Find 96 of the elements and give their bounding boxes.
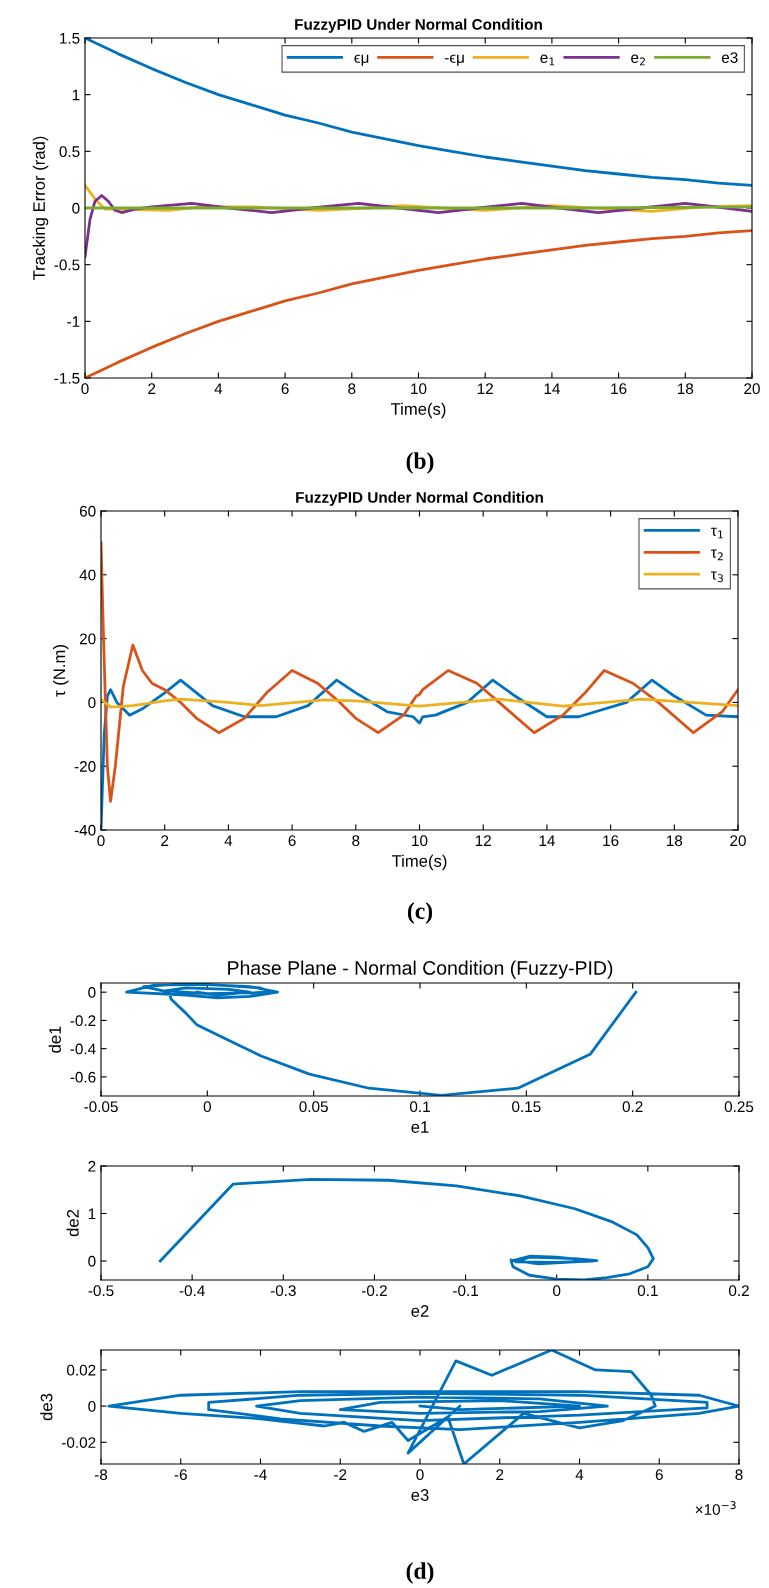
x-axis-title: e3 [411,1489,429,1501]
y-tick-label: 40 [79,569,96,581]
y-tick-label: 2 [88,1160,96,1172]
x-tick-label: 8 [348,383,356,395]
y-tick-label: -0.4 [70,1043,96,1055]
y-axis-title: de3 [40,1393,53,1421]
x-axis-title: Time(s) [391,854,447,871]
y-tick-label: 0 [88,987,96,998]
y-axis-title: de1 [48,1026,61,1053]
x-tick-label: 20 [730,835,746,847]
x-tick-label: 0.05 [299,1101,328,1113]
y-tick-label: 0 [88,1400,96,1412]
x-tick-label: -0.3 [270,1285,296,1297]
y-tick-label: 0 [88,697,96,709]
x-axis-title: e2 [411,1305,429,1317]
text: (b) [406,452,434,474]
x-tick-label: -2 [334,1469,347,1480]
legend-label: τ$_{3}$ [711,571,723,583]
x-tick-label: -0.4 [179,1285,205,1297]
line-series [158,1177,655,1280]
x-tick-label: 0.25 [724,1101,754,1113]
chart-title: FuzzyPID Under Normal Condition [295,18,542,33]
x-tick-label: 0 [553,1285,561,1297]
legend-label: τ$_{2}$ [711,549,723,561]
text: ×10$^{−3}$ [695,1501,736,1515]
x-tick-label: 4 [224,835,233,846]
line-series [101,697,738,709]
x-tick-label: 0 [203,1101,211,1113]
y-tick-label: 0 [88,1255,96,1267]
y-tick-label: -0.02 [62,1437,96,1448]
y-tick-label: -0.2 [70,1015,96,1027]
x-tick-label: 2 [496,1469,504,1480]
x-axis-title: e1 [411,1121,429,1133]
y-tick-label: -1 [67,316,80,327]
x-tick-label: 16 [603,835,619,847]
y-tick-label: 0 [72,202,80,214]
y-tick-label: 20 [79,633,96,645]
legend-label: e3 [721,52,738,63]
x-tick-label: 10 [412,835,428,847]
x-tick-label: 6 [288,835,296,847]
x-tick-label: -8 [94,1469,108,1481]
x-tick-label: 6 [281,383,289,395]
x-tick-label: 0.1 [409,1101,430,1113]
line-series [107,1350,739,1464]
x-tick-label: 8 [735,1469,743,1481]
legend-label: ϵμ [354,54,369,66]
y-tick-label: 0.02 [67,1364,96,1376]
x-tick-label: 20 [744,383,760,395]
y-axis-title: Tracking Error (rad) [32,136,49,280]
x-tick-label: 14 [539,835,555,846]
x-tick-label: 4 [575,1469,584,1480]
y-tick-label: -0.5 [54,259,80,271]
x-tick-label: 0.2 [622,1101,643,1113]
text: (d) [406,1562,434,1584]
x-tick-label: 8 [352,835,360,847]
x-tick-label: 14 [544,383,560,394]
y-axis-title: τ (N.m) [52,645,69,697]
legend-label: e$_{1}$ [540,54,555,66]
y-axis-title: de2 [66,1209,79,1237]
y-tick-label: 0.5 [59,146,80,158]
y-tick-label: -1.5 [54,373,80,384]
x-tick-label: 0 [97,835,105,847]
x-tick-label: -6 [174,1469,187,1481]
chart-title: Phase Plane - Normal Condition (Fuzzy-PID) [228,960,613,979]
x-tick-label: 0.2 [728,1285,749,1297]
y-tick-label: 1 [88,1208,96,1220]
y-tick-label: -40 [74,824,96,836]
chart-title: FuzzyPID Under Normal Condition [296,491,543,506]
legend-label: -ϵμ [444,54,464,66]
x-tick-label: 6 [655,1469,663,1481]
y-tick-label: 60 [79,505,96,517]
y-tick-label: 1.5 [60,33,80,44]
legend-label: τ$_{1}$ [711,527,723,539]
y-tick-label: -20 [74,761,96,772]
x-tick-label: 0 [416,1469,424,1481]
x-tick-label: 4 [214,383,223,394]
legend-label: e$_{2}$ [631,54,645,66]
x-tick-label: 2 [148,383,156,394]
x-tick-label: 0.1 [637,1285,658,1297]
x-tick-label: 10 [411,383,427,395]
x-tick-label: -0.2 [361,1285,387,1297]
text: (c) [407,902,433,924]
x-tick-label: 18 [677,383,694,395]
x-tick-label: -4 [254,1469,267,1480]
x-tick-label: 12 [477,383,493,394]
x-tick-label: 0.15 [512,1101,541,1113]
y-tick-label: -0.6 [70,1071,96,1083]
x-tick-label: -0.05 [84,1101,118,1113]
x-tick-label: -0.1 [453,1285,478,1297]
line-series [125,983,638,1096]
x-tick-label: 18 [666,835,683,847]
x-tick-label: 12 [475,835,491,846]
y-tick-label: 1 [72,89,80,101]
x-axis-title: Time(s) [390,402,446,419]
x-tick-label: 2 [161,835,169,846]
x-tick-label: 16 [611,383,627,395]
